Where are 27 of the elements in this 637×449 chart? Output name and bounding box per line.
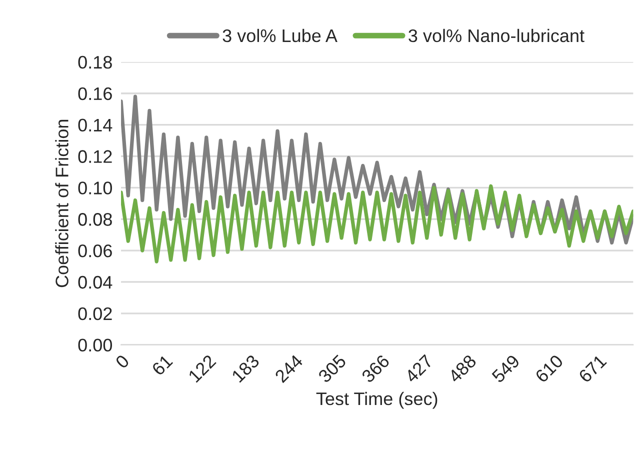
x-tick-label: 183 <box>231 354 260 383</box>
x-tick-label: 549 <box>491 354 520 384</box>
x-tick-label: 305 <box>318 354 347 384</box>
legend-label: 3 vol% Lube A <box>222 28 338 42</box>
y-tick-label: 0.06 <box>78 244 112 258</box>
y-tick-label: 0.10 <box>78 182 112 194</box>
x-tick-label: 671 <box>578 354 608 384</box>
x-tick-label: 610 <box>534 354 564 384</box>
x-tick-label: 61 <box>151 354 174 376</box>
line-series <box>121 184 634 264</box>
legend-label: 3 vol% Nano-lubricant <box>408 28 584 42</box>
x-tick-label: 122 <box>188 354 216 383</box>
x-axis-title: Test Time (sec) <box>316 392 438 409</box>
y-tick-label: 0.18 <box>78 56 112 69</box>
y-axis-title: Coefficient of Friction <box>55 120 68 288</box>
x-tick-label: 488 <box>447 354 477 384</box>
y-tick-label: 0.16 <box>78 87 112 100</box>
y-tick-label: 0.14 <box>78 118 112 132</box>
x-tick-label: 366 <box>360 354 390 384</box>
x-tick-label: 244 <box>274 354 304 384</box>
y-tick-label: 0.08 <box>78 213 112 226</box>
x-tick-label: 427 <box>404 354 434 384</box>
x-tick-label: 0 <box>114 354 130 370</box>
y-tick-label: 0.00 <box>78 338 112 352</box>
y-tick-label: 0.02 <box>78 307 112 320</box>
y-tick-label: 0.12 <box>78 150 112 163</box>
y-tick-label: 0.04 <box>78 276 112 289</box>
